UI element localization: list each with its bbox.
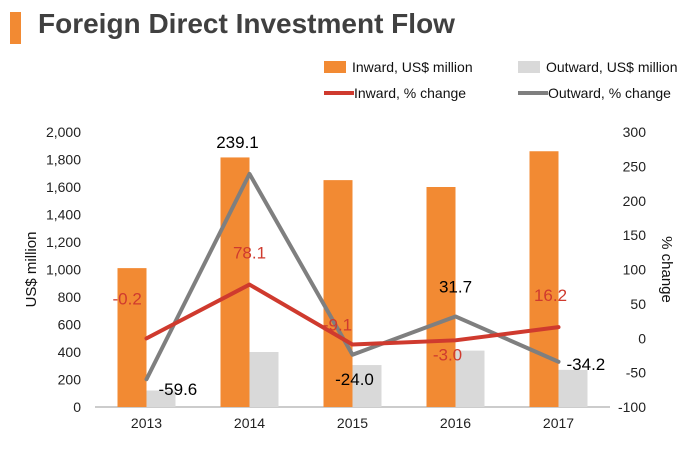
legend-label: Outward, US$ million [546, 59, 678, 75]
legend-label: Outward, % change [548, 85, 671, 101]
x-tick-label: 2014 [234, 415, 265, 431]
y2-tick-label: 100 [623, 262, 647, 278]
y-tick-label: 2,000 [46, 124, 81, 140]
data-label-outward: 239.1 [216, 133, 259, 152]
x-tick-label: 2015 [337, 415, 368, 431]
bar-inward [323, 180, 353, 407]
y2-tick-label: 300 [623, 124, 647, 140]
y2-tick-label: 0 [638, 330, 646, 346]
data-label-outward: 31.7 [439, 277, 472, 296]
bar-outward [455, 350, 485, 407]
y-tick-label: 1,400 [46, 207, 81, 223]
bar-inward [220, 157, 250, 407]
title-accent-bar [10, 12, 21, 44]
bar-outward [146, 390, 176, 407]
x-tick-label: 2017 [543, 415, 574, 431]
y-tick-label: 400 [58, 344, 82, 360]
bar-inward [529, 151, 559, 407]
y2-axis-title: % change [658, 236, 675, 303]
y-tick-label: 1,800 [46, 152, 81, 168]
y-tick-label: 1,200 [46, 234, 81, 250]
y-tick-label: 0 [73, 399, 81, 415]
bar-outward [352, 365, 382, 407]
y2-tick-label: 50 [630, 296, 646, 312]
page-title: Foreign Direct Investment Flow [38, 8, 455, 39]
data-label-inward: -0.2 [113, 289, 142, 308]
y-tick-label: 200 [58, 372, 82, 388]
data-label-outward: -34.2 [567, 355, 606, 374]
data-label-outward: -24.0 [335, 370, 374, 389]
bar-outward [249, 352, 279, 407]
y2-tick-label: -100 [618, 399, 646, 415]
y-axis-title: US$ million [23, 232, 40, 308]
line-inward-change [144, 282, 561, 347]
y2-tick-label: -50 [626, 365, 646, 381]
x-tick-label: 2016 [440, 415, 471, 431]
bar-inward [117, 268, 147, 407]
bar-inward [426, 187, 456, 407]
legend-swatch [518, 61, 540, 73]
legend-label: Inward, % change [354, 85, 466, 101]
bar-outward [558, 369, 588, 407]
data-label-inward: 16.2 [534, 286, 567, 305]
y-tick-label: 800 [58, 289, 82, 305]
y2-tick-label: 150 [623, 227, 647, 243]
y2-tick-label: 250 [623, 158, 647, 174]
y-tick-label: 1,000 [46, 262, 81, 278]
y2-tick-label: 200 [623, 193, 647, 209]
data-label-outward: -59.6 [159, 380, 198, 399]
data-label-inward: -3.0 [433, 345, 462, 364]
y-tick-label: 1,600 [46, 179, 81, 195]
line-outward-change [144, 171, 561, 382]
y-tick-label: 600 [58, 317, 82, 333]
legend-swatch [324, 61, 346, 73]
data-label-inward: 78.1 [233, 244, 266, 263]
data-label-inward: -9.1 [323, 316, 352, 335]
x-tick-label: 2013 [131, 415, 162, 431]
legend-label: Inward, US$ million [352, 59, 473, 75]
